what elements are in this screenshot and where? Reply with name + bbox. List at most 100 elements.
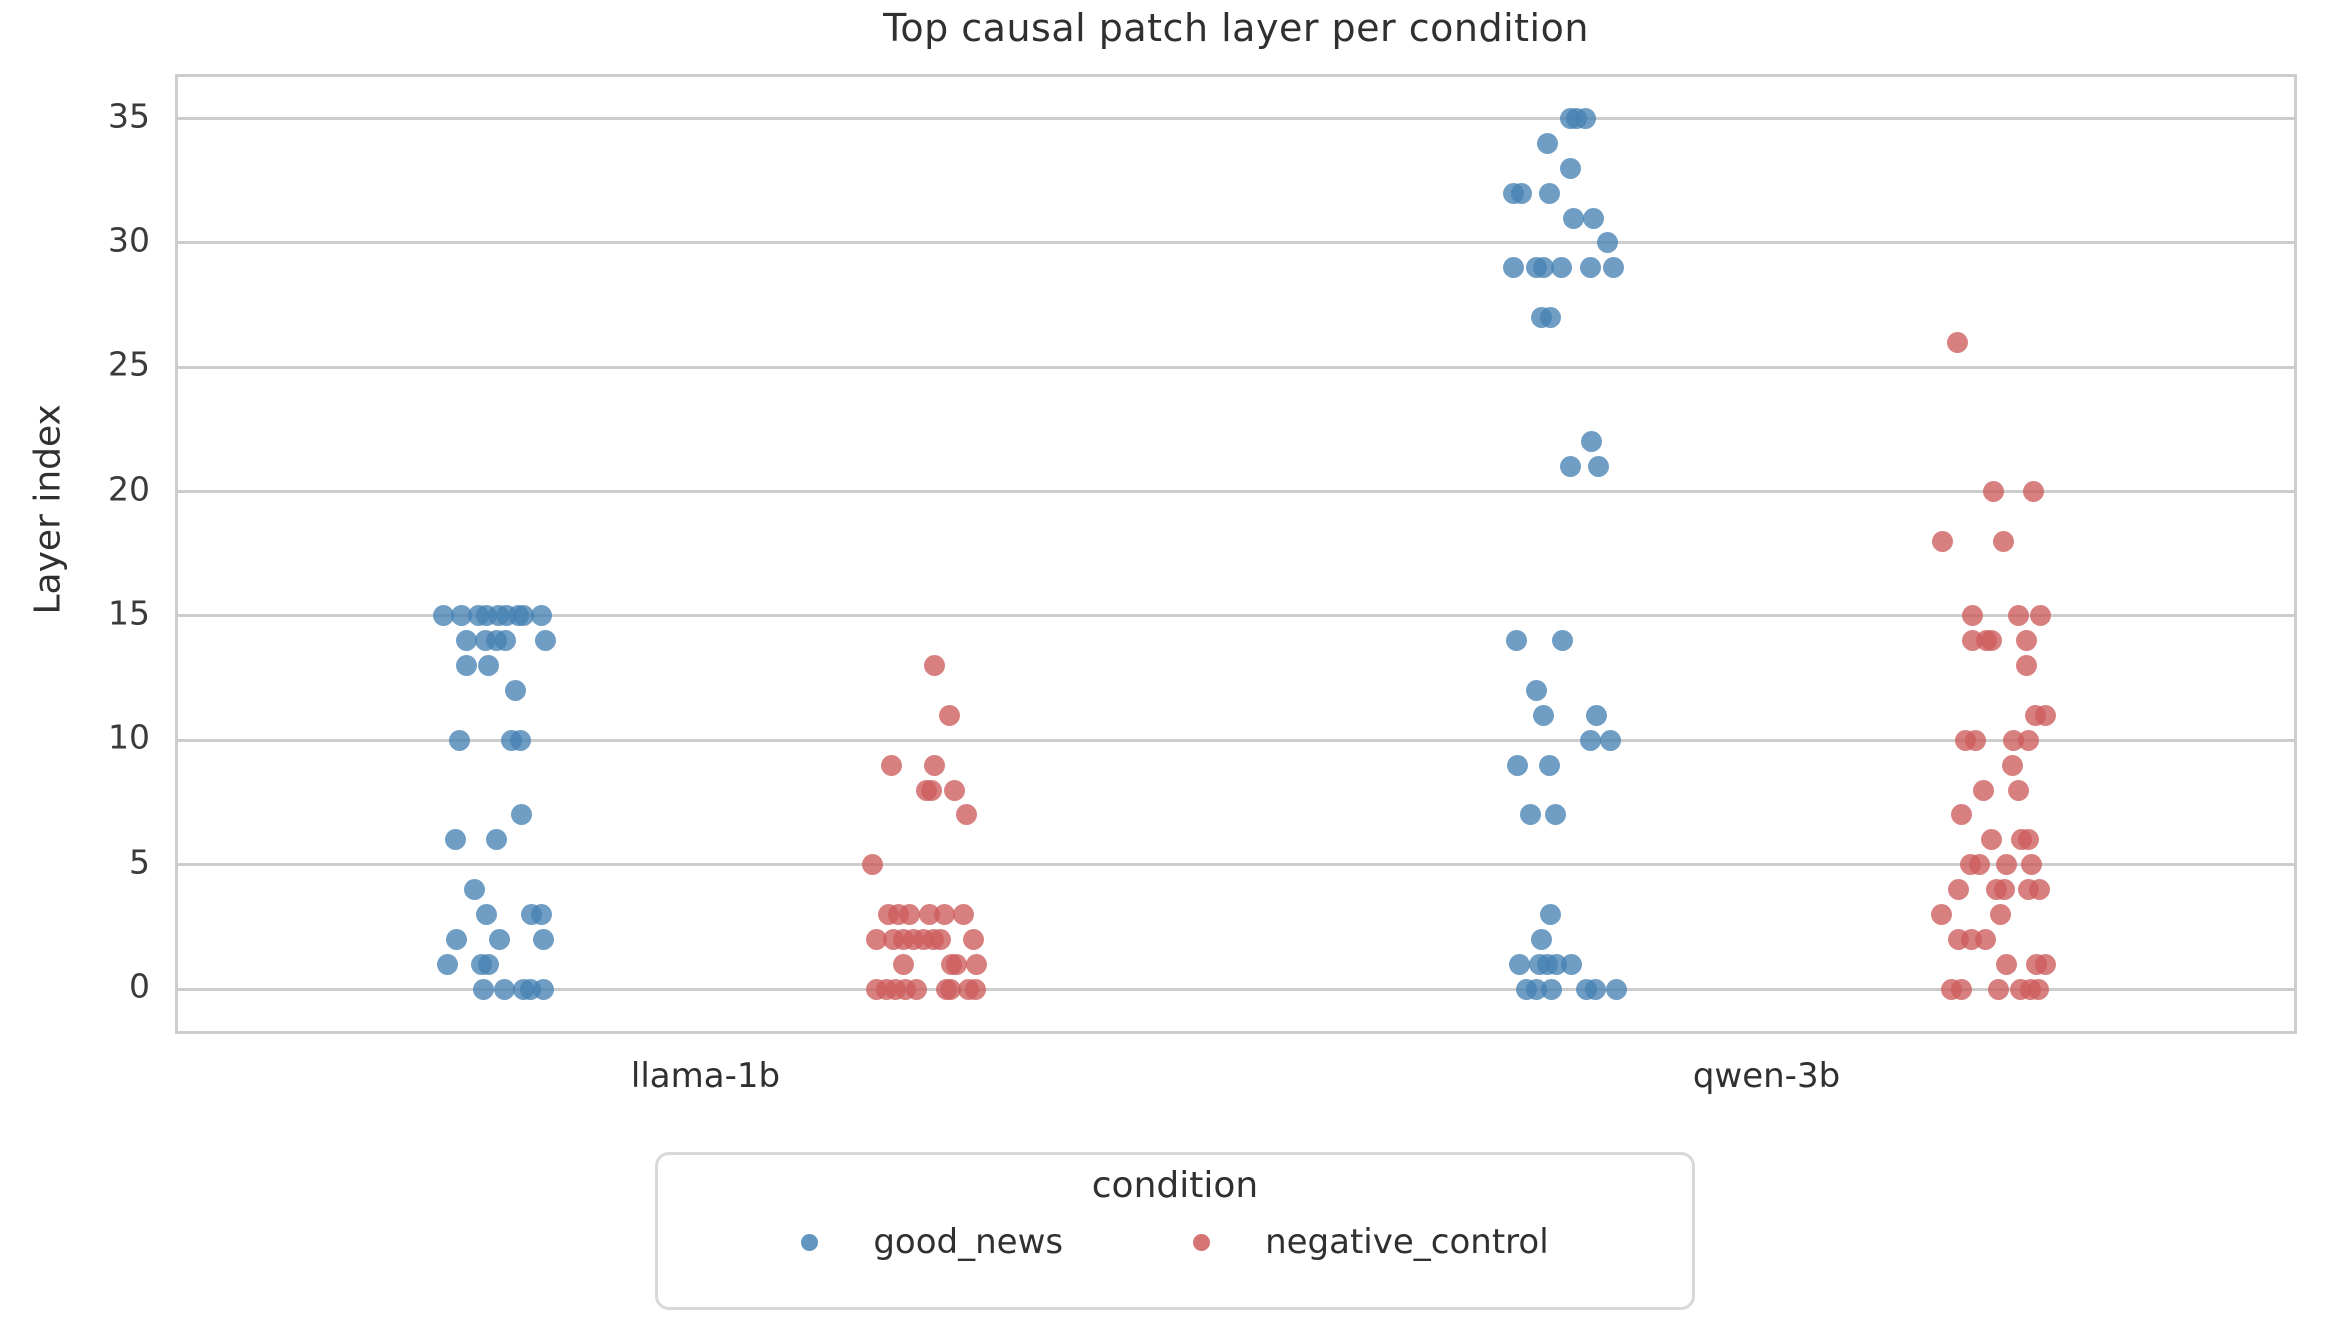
data-point-negative_control xyxy=(1965,729,1986,751)
data-point-negative_control xyxy=(2016,655,2037,677)
data-point-negative_control xyxy=(2035,704,2056,726)
data-point-good_news xyxy=(1603,257,1624,279)
gridline-y-20 xyxy=(178,490,2294,494)
data-point-negative_control xyxy=(1948,879,1969,901)
data-point-good_news xyxy=(495,630,516,652)
gridline-y-15 xyxy=(178,614,2294,618)
data-point-negative_control xyxy=(930,928,951,950)
x-tick-label-qwen-3b: qwen-3b xyxy=(1692,1056,1841,1096)
data-point-negative_control xyxy=(2008,605,2029,627)
data-point-good_news xyxy=(1560,456,1581,478)
data-point-good_news xyxy=(1541,978,1562,1000)
chart-title: Top causal patch layer per condition xyxy=(883,6,1589,50)
data-point-good_news xyxy=(1580,729,1601,751)
gridline-y-10 xyxy=(178,738,2294,742)
data-point-negative_control xyxy=(2029,879,2050,901)
data-point-good_news xyxy=(533,928,554,950)
data-point-negative_control xyxy=(1996,953,2017,975)
data-point-negative_control xyxy=(1969,854,1990,876)
data-point-good_news xyxy=(513,605,534,627)
data-point-negative_control xyxy=(2018,729,2039,751)
data-point-negative_control xyxy=(934,903,955,925)
legend-marker-icon xyxy=(1193,1233,1211,1251)
data-point-negative_control xyxy=(946,953,967,975)
data-point-good_news xyxy=(1507,754,1528,776)
data-point-good_news xyxy=(1552,630,1573,652)
data-point-good_news xyxy=(535,630,556,652)
data-point-negative_control xyxy=(862,854,883,876)
data-point-good_news xyxy=(494,978,515,1000)
data-point-negative_control xyxy=(2008,779,2029,801)
data-point-negative_control xyxy=(1951,804,1972,826)
y-tick-label: 0 xyxy=(129,966,150,1006)
gridline-y-5 xyxy=(178,863,2294,867)
data-point-negative_control xyxy=(2018,829,2039,851)
data-point-negative_control xyxy=(1996,854,2017,876)
data-point-negative_control xyxy=(1981,829,2002,851)
data-point-good_news xyxy=(478,953,499,975)
data-point-good_news xyxy=(486,829,507,851)
data-point-good_news xyxy=(1585,978,1606,1000)
data-point-good_news xyxy=(1520,804,1541,826)
gridline-y-35 xyxy=(178,117,2294,121)
data-point-good_news xyxy=(1606,978,1627,1000)
data-point-good_news xyxy=(1600,729,1621,751)
data-point-good_news xyxy=(1581,431,1602,453)
y-tick-label: 15 xyxy=(108,593,150,633)
data-point-good_news xyxy=(510,729,531,751)
data-point-negative_control xyxy=(1975,928,1996,950)
data-point-good_news xyxy=(1540,903,1561,925)
data-point-negative_control xyxy=(899,903,920,925)
data-point-negative_control xyxy=(924,655,945,677)
data-point-good_news xyxy=(1506,630,1527,652)
data-point-negative_control xyxy=(1947,331,1968,353)
data-point-negative_control xyxy=(1973,779,1994,801)
data-point-good_news xyxy=(445,829,466,851)
data-point-negative_control xyxy=(2028,978,2049,1000)
legend-entry-label: good_news xyxy=(873,1222,1064,1262)
data-point-negative_control xyxy=(2030,605,2051,627)
data-point-negative_control xyxy=(906,978,927,1000)
data-point-negative_control xyxy=(1951,978,1972,1000)
data-point-good_news xyxy=(449,729,470,751)
data-point-negative_control xyxy=(881,754,902,776)
y-tick-label: 30 xyxy=(108,220,150,260)
data-point-negative_control xyxy=(2023,481,2044,503)
data-point-good_news xyxy=(1539,754,1560,776)
data-point-negative_control xyxy=(1993,530,2014,552)
data-point-good_news xyxy=(437,953,458,975)
data-point-good_news xyxy=(1533,257,1554,279)
data-point-negative_control xyxy=(1990,903,2011,925)
data-point-good_news xyxy=(489,928,510,950)
legend-marker-icon xyxy=(801,1233,819,1251)
data-point-negative_control xyxy=(1981,630,2002,652)
data-point-good_news xyxy=(451,605,472,627)
data-point-good_news xyxy=(456,655,477,677)
gridline-y-30 xyxy=(178,241,2294,245)
data-point-negative_control xyxy=(1994,879,2015,901)
y-tick-label: 10 xyxy=(108,717,150,757)
data-point-negative_control xyxy=(1931,903,1952,925)
legend-entries: good_news negative_control xyxy=(658,1222,1692,1262)
data-point-negative_control xyxy=(940,978,961,1000)
data-point-good_news xyxy=(1551,257,1572,279)
data-point-negative_control xyxy=(956,804,977,826)
data-point-good_news xyxy=(433,605,454,627)
data-point-negative_control xyxy=(1988,978,2009,1000)
data-point-negative_control xyxy=(965,978,986,1000)
legend: condition good_news negative_control xyxy=(655,1152,1695,1310)
data-point-good_news xyxy=(531,903,552,925)
legend-entry-good-news: good_news xyxy=(801,1222,1063,1262)
y-tick-label: 20 xyxy=(108,469,150,509)
legend-title: condition xyxy=(1091,1165,1259,1206)
data-point-good_news xyxy=(531,605,552,627)
data-point-good_news xyxy=(1588,456,1609,478)
data-point-good_news xyxy=(505,680,526,702)
data-point-negative_control xyxy=(2021,854,2042,876)
data-point-good_news xyxy=(1575,108,1596,130)
data-point-negative_control xyxy=(893,953,914,975)
legend-entry-negative-control: negative_control xyxy=(1193,1222,1549,1262)
data-point-good_news xyxy=(476,903,497,925)
data-point-negative_control xyxy=(1962,605,1983,627)
